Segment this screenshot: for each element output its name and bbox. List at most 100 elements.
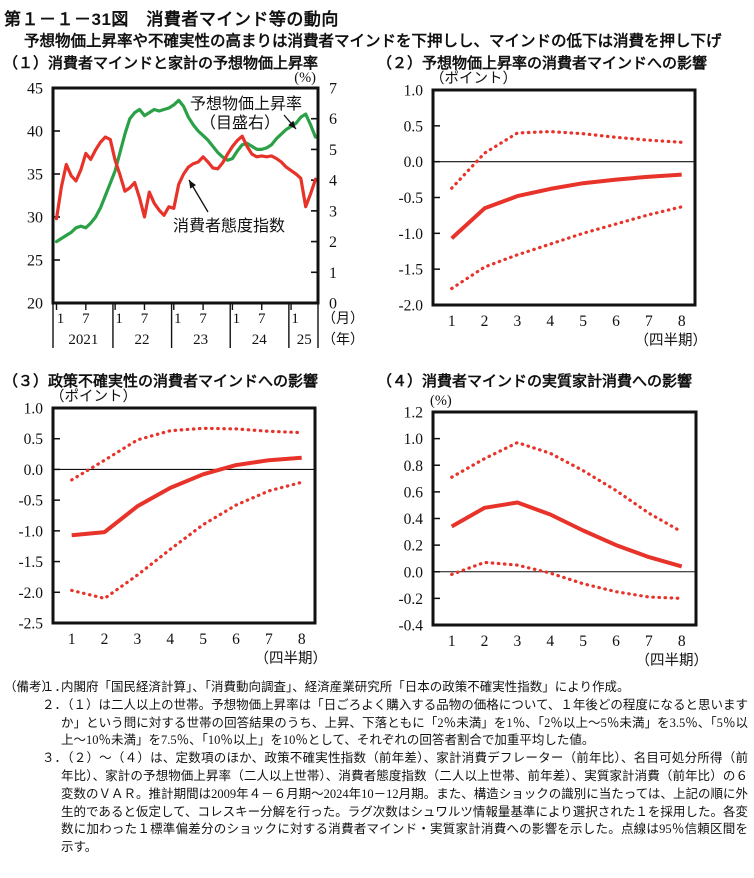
x-tick-label: 8: [678, 633, 686, 650]
x-tick-label: 1: [448, 633, 456, 650]
y-tick-label: 0.0: [24, 462, 44, 479]
note-item-2: ２． （１）は二人以上の世帯。予想物価上昇率は「日ごろよく購入する品物の価格につ…: [4, 697, 748, 750]
x-tick-label: 8: [678, 313, 686, 330]
expected-inflation-arrow-head: [288, 120, 296, 129]
plot-frame: [51, 406, 317, 625]
panel4-title: （４）消費者マインドの実質家計消費への影響: [377, 373, 693, 390]
panel3-title: （３）政策不確実性の消費者マインドへの影響: [3, 373, 319, 390]
notes-label: （備考）: [4, 680, 55, 694]
x-tick-label: 5: [579, 633, 587, 650]
y-tick-label: -1.5: [398, 262, 423, 279]
right-axis-unit: (%): [294, 70, 316, 86]
panel4-chart: 1.2 1.0 0.8 0.6 0.4 0.2 0.0 -0.2 -0.4 1 2 3 4 5 6 7 8 （四半…: [398, 393, 709, 669]
x-tick-label: 3: [514, 313, 522, 330]
y-axis-unit: （ポイント）: [430, 70, 517, 87]
y-left-tick-label: 35: [27, 167, 43, 184]
x-tick-label: 7: [141, 311, 149, 327]
y-tick-label: -2.5: [18, 616, 43, 633]
panel1-title: （１）消費者マインドと家計の予想物価上昇率: [3, 55, 319, 72]
irf-line: [450, 172, 682, 240]
panel3-chart: 1.0 0.5 0.0 -0.5 -1.0 -1.5 -2.0 -2.5 1 2 3 4 5 6 7 8 （四半…: [18, 388, 328, 667]
x-axis-unit: （四半期）: [255, 650, 328, 667]
plot-frame: [431, 88, 697, 307]
x-tick-label: 7: [258, 311, 266, 327]
x-tick-label: 2: [481, 313, 489, 330]
x-tick-label: 2: [101, 631, 109, 648]
x-tick-label: 4: [546, 313, 554, 330]
x-tick-label: 3: [514, 633, 522, 650]
y-tick-label: 0.2: [404, 538, 423, 555]
ci-upper-line: [70, 426, 304, 482]
x-tick-label: 6: [612, 633, 620, 650]
x-tick-label: 1: [448, 313, 456, 330]
x-tick-label: 5: [579, 313, 587, 330]
x-tick-label: 2: [481, 633, 489, 650]
consumer-confidence-arrow-head: [189, 180, 197, 189]
notes-section: （備考） １． 内閣府「国民経済計算」、「消費動向調査」、経済産業研究所「日本の…: [4, 679, 748, 857]
y-left-tick-label: 40: [27, 124, 43, 141]
y-left-tick-label: 30: [27, 210, 43, 227]
year-label: 23: [193, 332, 208, 348]
year-label: 22: [135, 332, 150, 348]
x-tick-label: 4: [166, 631, 174, 648]
expected-inflation-sublabel: （目盛右）: [200, 114, 280, 132]
ci-upper-line: [450, 440, 684, 534]
x-tick-label: 3: [134, 631, 142, 648]
y-tick-label: -0.2: [398, 591, 423, 608]
note-number: ３．: [42, 751, 68, 766]
expected-inflation-line: [54, 98, 318, 244]
note-text: 内閣府「国民経済計算」、「消費動向調査」、経済産業研究所「日本の政策不確実性指数…: [61, 680, 630, 694]
year-label: 24: [252, 332, 268, 348]
y-tick-label: 0.5: [404, 118, 424, 135]
y-tick-label: 0.6: [404, 484, 424, 501]
y-tick-label: 0.0: [404, 564, 424, 581]
x-tick-label: 7: [645, 633, 653, 650]
y-tick-label: -1.0: [398, 226, 423, 243]
ci-lower-line: [450, 205, 684, 291]
y-left-tick-label: 25: [27, 253, 43, 270]
y-left-tick-label: 45: [27, 81, 43, 98]
x-tick-label: 1: [233, 311, 241, 327]
x-axis-unit: （四半期）: [636, 652, 709, 669]
ci-lower-line: [450, 560, 684, 600]
x-tick-label: 7: [199, 311, 207, 327]
note-number: ２．: [42, 697, 68, 712]
consumer-confidence-label: 消費者態度指数: [173, 217, 285, 235]
y-right-tick-label: 3: [329, 203, 337, 220]
y-left-tick-label: 20: [27, 296, 43, 313]
x-tick-label: 1: [174, 311, 182, 327]
x-tick-label: 1: [291, 311, 299, 327]
y-tick-label: 1.0: [404, 83, 424, 100]
y-tick-label: 1.0: [24, 401, 44, 418]
y-right-tick-label: 7: [329, 81, 337, 98]
y-axis-unit: （ポイント）: [50, 388, 137, 405]
figure-subtitle: 予想物価上昇率や不確実性の高まりは消費者マインドを下押しし、マインドの低下は消費…: [24, 33, 722, 50]
y-tick-label: 0.4: [404, 511, 424, 528]
y-right-tick-label: 6: [329, 111, 337, 128]
y-tick-label: 0.8: [404, 458, 424, 475]
month-unit-label: （月）: [322, 311, 364, 327]
y-axis-unit: (%): [430, 393, 452, 409]
y-tick-label: -0.5: [398, 190, 423, 207]
ci-lower-line: [70, 480, 304, 600]
y-right-tick-label: 4: [329, 173, 337, 190]
y-tick-label: -1.0: [18, 523, 43, 540]
y-tick-label: -2.0: [398, 298, 423, 315]
x-tick-label: 4: [546, 633, 554, 650]
panel2-chart: 1.0 0.5 0.0 -0.5 -1.0 -1.5 -2.0 1 2 3 4 5 6 7 8 （四半期） （ポ…: [398, 70, 708, 349]
x-tick-label: 5: [199, 631, 207, 648]
x-tick-label: 6: [232, 631, 240, 648]
year-label: 2021: [68, 332, 98, 348]
x-tick-label: 1: [115, 311, 123, 327]
irf-line: [450, 500, 683, 569]
note-text: （１）は二人以上の世帯。予想物価上昇率は「日ごろよく購入する品物の価格について、…: [61, 697, 748, 748]
y-tick-label: -2.0: [18, 585, 43, 602]
plot-frame: [51, 86, 320, 305]
x-axis-unit: （四半期）: [635, 332, 708, 349]
consumer-confidence-line: [54, 134, 318, 221]
panel2-title: （２）予想物価上昇率の消費者マインドへの影響: [377, 55, 708, 72]
note-item-3: ３． （２）～（４）は、定数項のほか、政策不確実性指数（前年差）、家計消費デフレ…: [4, 750, 748, 857]
y-tick-label: -0.4: [398, 618, 423, 635]
